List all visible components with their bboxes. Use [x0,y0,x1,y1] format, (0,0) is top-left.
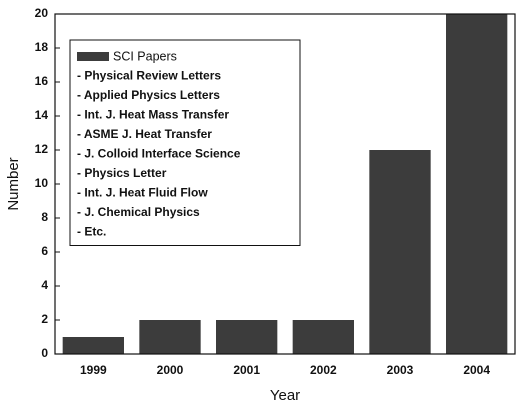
y-tick-label: 16 [35,74,49,88]
y-axis-label: Number [5,157,22,210]
legend-note: - Etc. [77,225,106,239]
bar [369,150,431,354]
x-axis-label: Year [270,387,300,404]
legend-box [69,39,301,246]
x-tick-label: 2004 [463,363,490,377]
legend-note: - Physics Letter [77,166,167,180]
legend-note: - ASME J. Heat Transfer [77,127,212,141]
legend-note: - J. Colloid Interface Science [77,147,241,161]
legend-note: - Physical Review Letters [77,69,221,83]
bar [446,14,508,354]
bar [216,320,278,354]
x-tick-label: 2003 [387,363,414,377]
legend-label: SCI Papers [113,49,177,63]
legend-note: - Applied Physics Letters [77,88,220,102]
legend-note: - Int. J. Heat Mass Transfer [77,108,229,122]
y-tick-label: 20 [35,6,49,20]
y-tick-label: 8 [41,210,48,224]
y-tick-label: 4 [41,278,48,292]
legend-swatch [77,52,109,61]
bar [139,320,201,354]
y-tick-label: 10 [35,176,49,190]
x-tick-label: 2000 [157,363,184,377]
x-tick-label: 1999 [80,363,107,377]
x-tick-label: 2001 [233,363,260,377]
plot-frame [54,13,516,355]
y-tick-label: 12 [35,142,49,156]
bar [292,320,354,354]
bar [62,337,124,354]
y-tick-label: 2 [41,312,48,326]
legend-note: - Int. J. Heat Fluid Flow [77,186,208,200]
x-tick-label: 2002 [310,363,337,377]
y-tick-label: 14 [35,108,49,122]
y-tick-label: 18 [35,40,49,54]
y-tick-label: 0 [41,346,48,360]
y-tick-label: 6 [41,244,48,258]
legend-note: - J. Chemical Physics [77,205,200,219]
